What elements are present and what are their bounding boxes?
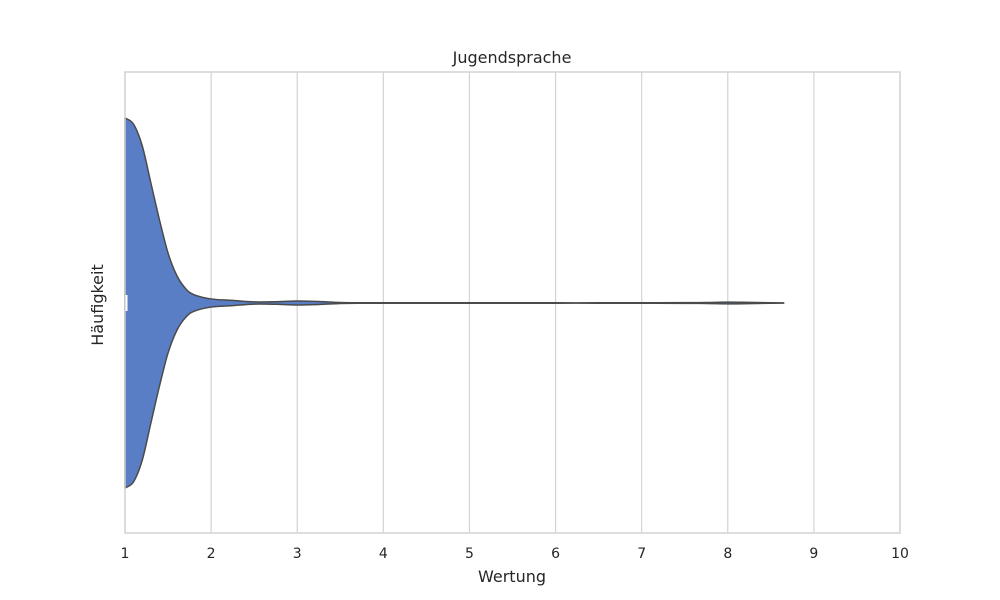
x-tick-label-9: 9 — [809, 546, 818, 562]
violin-median-marker — [125, 295, 128, 311]
plot-frame — [124, 71, 901, 534]
x-tick-label-6: 6 — [551, 546, 560, 562]
y-axis-label: Häufigkeit — [88, 264, 107, 345]
x-tick-label-7: 7 — [637, 546, 646, 562]
x-tick-label-10: 10 — [891, 546, 909, 562]
x-tick-label-2: 2 — [207, 546, 216, 562]
chart-title: Jugendsprache — [452, 48, 572, 67]
x-axis-label: Wertung — [478, 567, 546, 586]
x-tick-labels: 1 2 3 4 5 6 7 8 9 10 — [121, 546, 909, 562]
x-tick-label-5: 5 — [465, 546, 474, 562]
x-tick-label-3: 3 — [293, 546, 302, 562]
violin-layer — [124, 117, 785, 489]
violin-body — [124, 117, 785, 489]
plot-border — [124, 71, 901, 534]
x-tick-label-1: 1 — [121, 546, 130, 562]
x-tick-label-4: 4 — [379, 546, 388, 562]
x-tick-label-8: 8 — [723, 546, 732, 562]
